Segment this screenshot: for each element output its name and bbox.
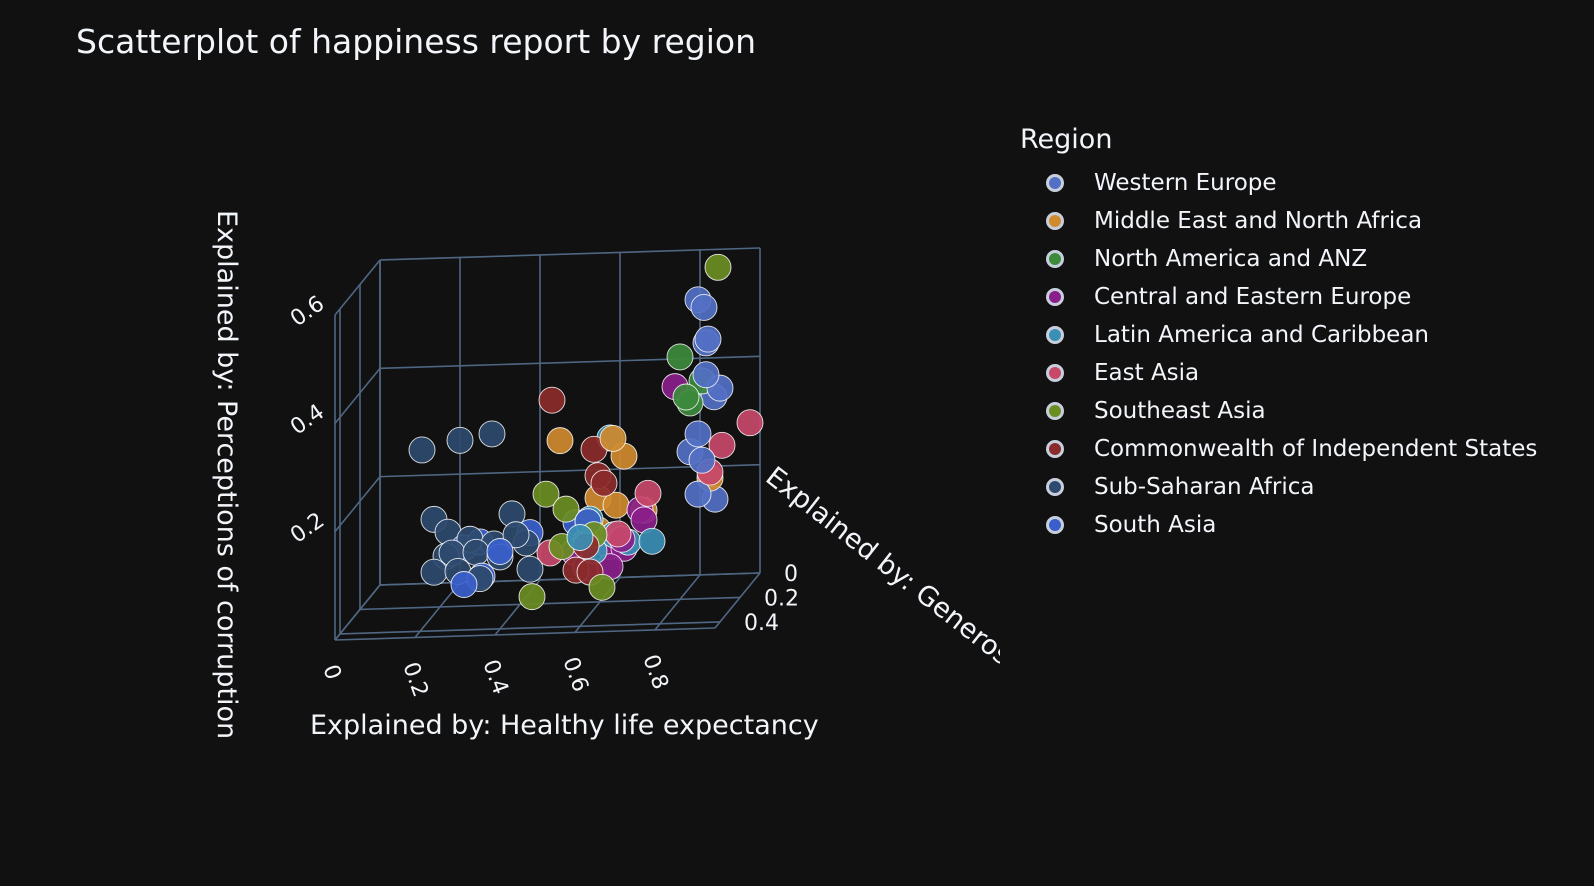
data-point[interactable] bbox=[684, 480, 712, 508]
legend-item[interactable]: Sub-Saharan Africa bbox=[1020, 468, 1537, 506]
data-point[interactable] bbox=[486, 538, 514, 565]
legend-label: East Asia bbox=[1094, 360, 1200, 386]
legend-item[interactable]: Middle East and North Africa bbox=[1020, 202, 1537, 240]
grid-floor-y bbox=[334, 627, 716, 641]
chart-title: Scatterplot of happiness report by regio… bbox=[76, 22, 756, 61]
data-point[interactable] bbox=[462, 538, 490, 566]
data-point[interactable] bbox=[546, 427, 574, 455]
legend-label: South Asia bbox=[1094, 512, 1217, 538]
grid-floor-y bbox=[359, 596, 741, 611]
x-tick-label: 0.8 bbox=[637, 651, 672, 692]
data-point[interactable] bbox=[566, 524, 594, 551]
data-point[interactable] bbox=[408, 436, 436, 464]
legend-item[interactable]: Commonwealth of Independent States bbox=[1020, 430, 1537, 468]
data-point[interactable] bbox=[666, 343, 694, 371]
scatter-3d-plot[interactable]: 0 0.2 0.4 0.6 0.800.20.40.20.40.6 Explained … bbox=[0, 0, 1000, 886]
data-point[interactable] bbox=[688, 446, 716, 474]
z-tick-label: 0.2 bbox=[286, 508, 329, 549]
data-point[interactable] bbox=[420, 558, 448, 586]
data-point[interactable] bbox=[690, 293, 718, 321]
grid-side-horizontal bbox=[334, 476, 381, 533]
data-point[interactable] bbox=[692, 361, 720, 389]
x-axis-title: Explained by: Healthy life expectancy bbox=[310, 710, 819, 741]
x-tick-label: 0.6 bbox=[557, 654, 592, 695]
data-point[interactable] bbox=[446, 426, 474, 454]
z-axis-title: Explained by: Perceptions of corruption bbox=[211, 210, 242, 739]
legend-label: Southeast Asia bbox=[1094, 398, 1266, 424]
legend-marker-icon bbox=[1046, 516, 1064, 534]
y-tick-label: 0.4 bbox=[744, 611, 779, 636]
grid-floor-x bbox=[654, 574, 701, 631]
grid-back-horizontal bbox=[379, 247, 761, 261]
legend-marker-icon bbox=[1046, 288, 1064, 306]
data-point[interactable] bbox=[736, 409, 764, 437]
data-point[interactable] bbox=[694, 325, 722, 353]
data-point[interactable] bbox=[518, 583, 546, 611]
grid-floor-x bbox=[414, 581, 461, 638]
legend-marker-icon bbox=[1046, 478, 1064, 496]
y-tick-label: 0 bbox=[784, 562, 798, 587]
data-point[interactable] bbox=[672, 383, 700, 411]
legend-marker-icon bbox=[1046, 326, 1064, 344]
legend-marker-icon bbox=[1046, 250, 1064, 268]
x-tick-label: 0 bbox=[317, 662, 345, 684]
x-tick-label: 0.2 bbox=[397, 659, 432, 700]
legend-marker-icon bbox=[1046, 440, 1064, 458]
data-point[interactable] bbox=[516, 555, 544, 583]
legend-marker-icon bbox=[1046, 174, 1064, 192]
legend-label: Central and Eastern Europe bbox=[1094, 284, 1412, 310]
legend-marker-icon bbox=[1046, 212, 1064, 230]
data-point[interactable] bbox=[638, 527, 666, 555]
legend-marker-icon bbox=[1046, 364, 1064, 382]
data-point[interactable] bbox=[684, 420, 712, 448]
legend-marker-icon bbox=[1046, 402, 1064, 420]
data-point[interactable] bbox=[450, 571, 478, 598]
legend-item[interactable]: Western Europe bbox=[1020, 164, 1537, 202]
grid-floor-x bbox=[714, 572, 761, 629]
legend: Region Western Europe Middle East and Nor… bbox=[1020, 124, 1537, 544]
legend-label: North America and ANZ bbox=[1094, 246, 1368, 272]
legend-items: Western Europe Middle East and North Afri… bbox=[1020, 164, 1537, 544]
grid-side-horizontal bbox=[334, 367, 381, 424]
legend-label: Latin America and Caribbean bbox=[1094, 322, 1429, 348]
legend-item[interactable]: South Asia bbox=[1020, 506, 1537, 544]
grid-floor-x bbox=[334, 584, 381, 641]
z-tick-label: 0.4 bbox=[286, 400, 329, 441]
data-point[interactable] bbox=[502, 521, 530, 549]
data-point[interactable] bbox=[704, 253, 732, 281]
data-point[interactable] bbox=[588, 573, 616, 601]
legend-item[interactable]: Central and Eastern Europe bbox=[1020, 278, 1537, 316]
data-point[interactable] bbox=[538, 386, 566, 414]
legend-title: Region bbox=[1020, 124, 1113, 155]
grid-back-horizontal bbox=[379, 355, 761, 370]
legend-label: Sub-Saharan Africa bbox=[1094, 474, 1315, 500]
data-point[interactable] bbox=[532, 480, 560, 508]
data-point[interactable] bbox=[599, 424, 627, 452]
z-tick-label: 0.6 bbox=[286, 291, 329, 332]
data-points[interactable] bbox=[408, 253, 764, 611]
legend-label: Western Europe bbox=[1094, 170, 1277, 196]
x-tick-label: 0.4 bbox=[477, 656, 512, 697]
legend-label: Middle East and North Africa bbox=[1094, 208, 1423, 234]
grid-floor-y bbox=[339, 621, 721, 635]
data-point[interactable] bbox=[552, 495, 580, 523]
data-point[interactable] bbox=[634, 479, 662, 507]
y-tick-label: 0.2 bbox=[764, 586, 799, 611]
data-point[interactable] bbox=[604, 520, 632, 548]
legend-label: Commonwealth of Independent States bbox=[1094, 436, 1538, 462]
legend-item[interactable]: Southeast Asia bbox=[1020, 392, 1537, 430]
legend-item[interactable]: North America and ANZ bbox=[1020, 240, 1537, 278]
legend-item[interactable]: East Asia bbox=[1020, 354, 1537, 392]
grid-side-horizontal bbox=[334, 259, 381, 316]
data-point[interactable] bbox=[590, 469, 618, 497]
data-point[interactable] bbox=[708, 431, 736, 459]
data-point[interactable] bbox=[478, 420, 506, 448]
legend-item[interactable]: Latin America and Caribbean bbox=[1020, 316, 1537, 354]
